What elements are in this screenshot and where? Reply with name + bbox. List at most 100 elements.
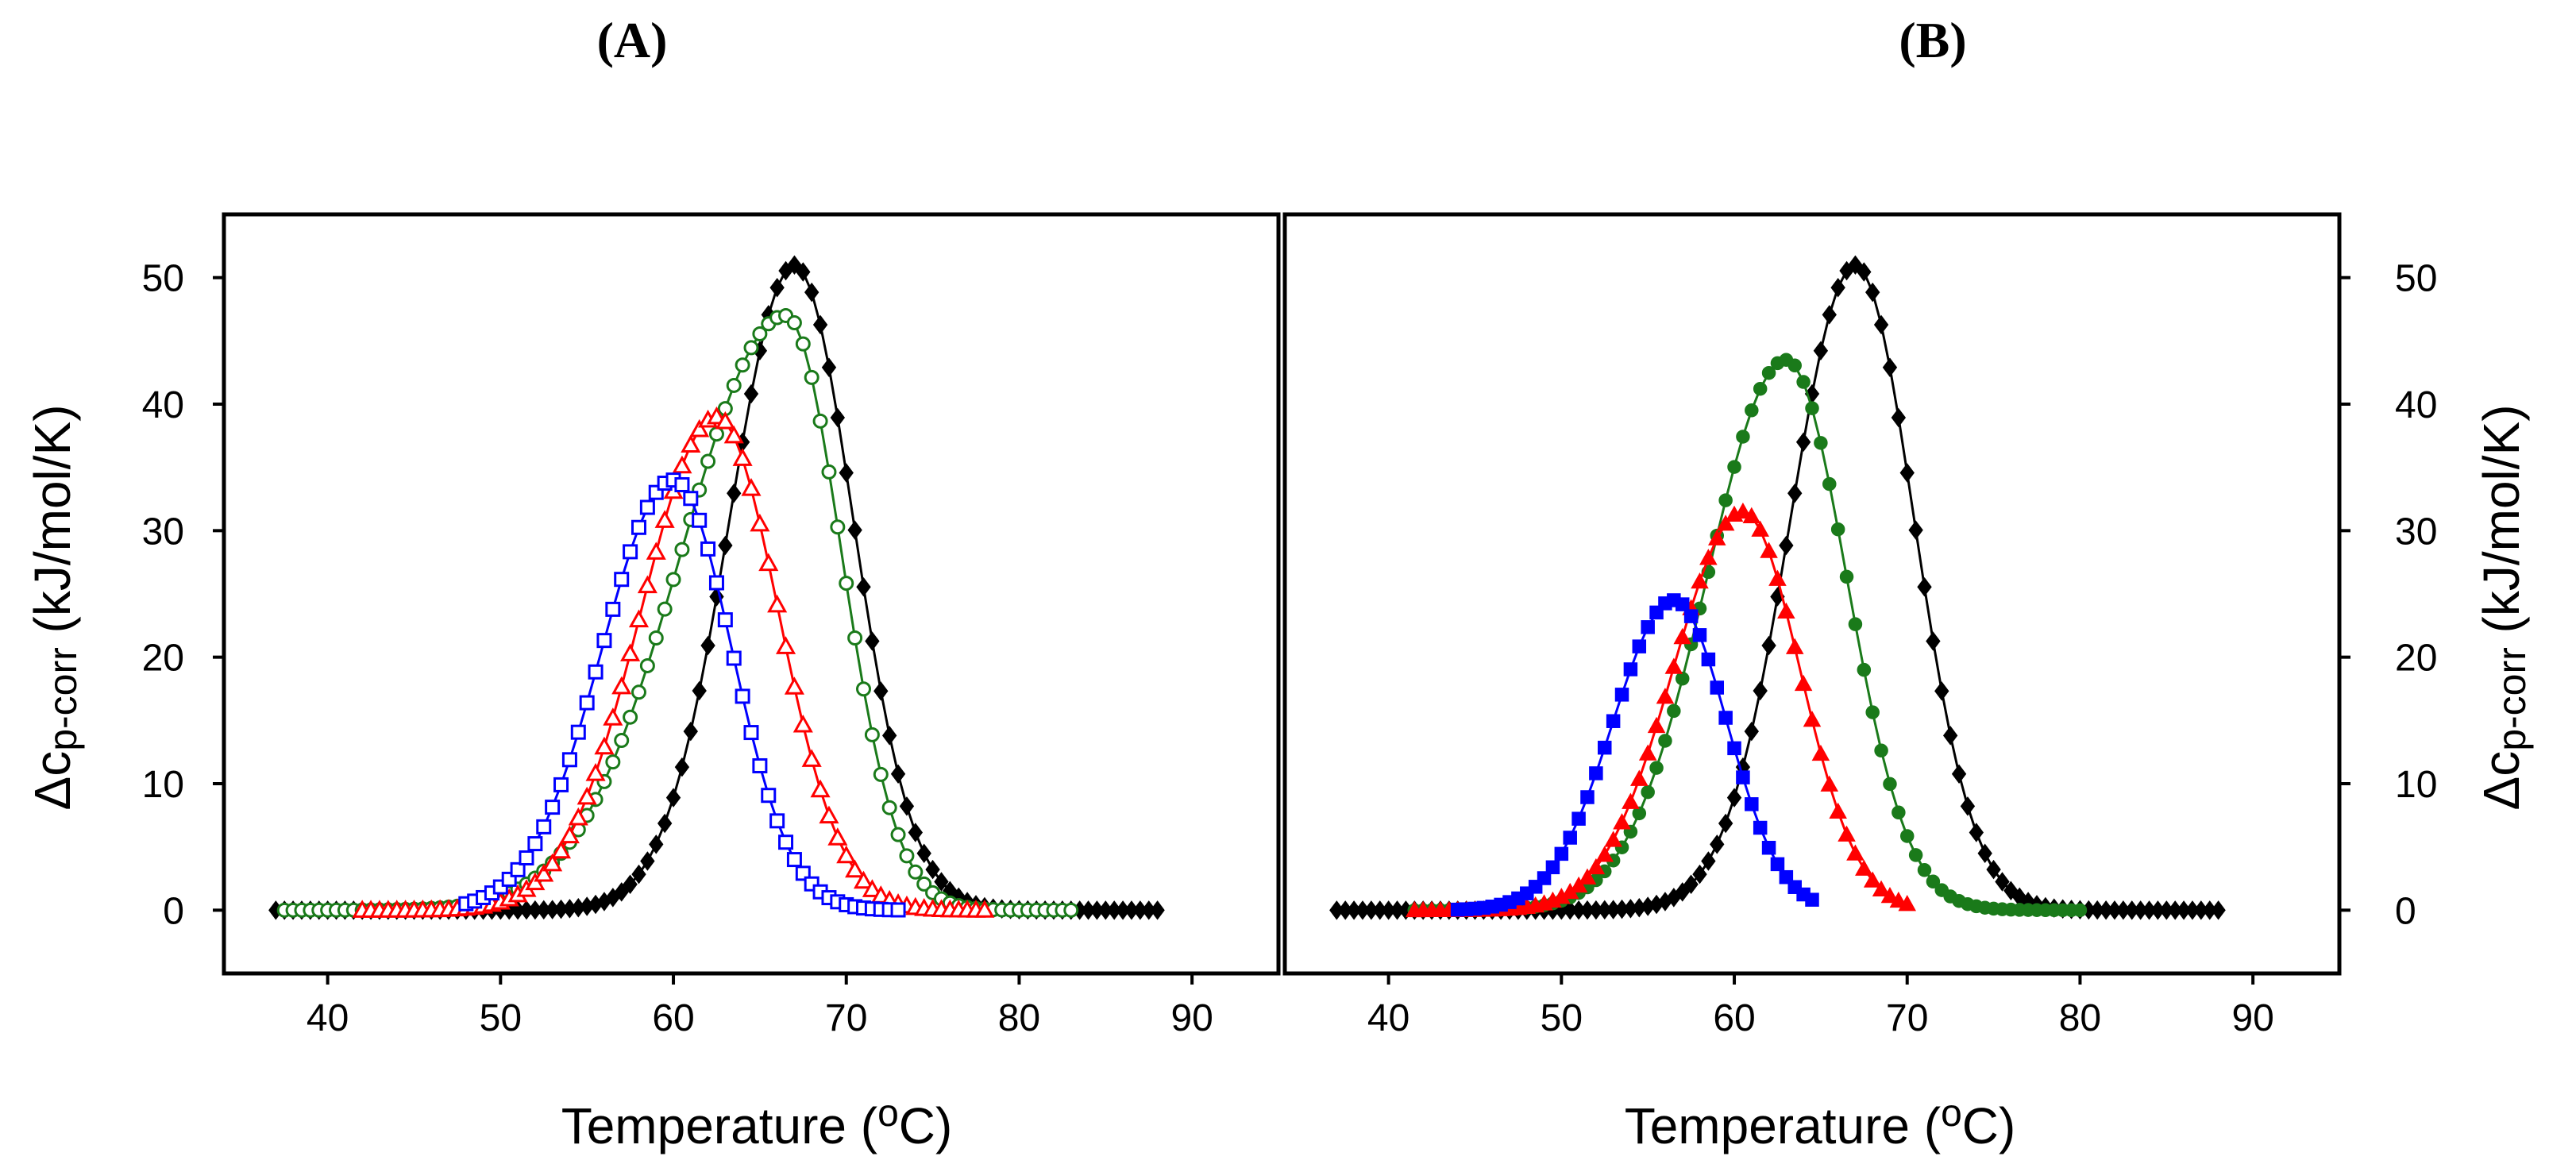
x-tick-label: 50 <box>480 997 522 1039</box>
data-point-green <box>1892 805 1906 820</box>
x-tick-label: 80 <box>998 997 1040 1039</box>
x-tick-label: 90 <box>2231 997 2273 1039</box>
y-axis-title-right: Δcp-corr (kJ/mol/K) <box>2473 404 2534 810</box>
data-point-green <box>1874 743 1888 758</box>
data-point-green <box>743 340 759 356</box>
data-point-blue <box>1736 770 1750 784</box>
data-point-green <box>648 630 664 646</box>
data-point-green <box>1917 863 1932 877</box>
data-point-green <box>1908 848 1923 862</box>
data-point-red <box>620 643 641 661</box>
data-point-red <box>1664 657 1683 674</box>
plot-area <box>1329 255 2226 920</box>
data-point-red <box>654 510 675 528</box>
data-point-red <box>1742 507 1761 523</box>
data-point-red <box>706 406 727 425</box>
data-point-green <box>1727 460 1741 474</box>
data-point-blue <box>1580 790 1595 804</box>
data-point-blue <box>692 512 708 528</box>
panel-a-plot: 40 50 60 70 80 90 0 10 20 30 40 50 <box>142 212 1281 1039</box>
panel-b-plot: 40 50 60 70 80 90 0 10 20 30 40 50 <box>1282 212 2437 1039</box>
data-point-red <box>534 863 554 882</box>
data-point-blue <box>614 572 630 588</box>
data-point-red <box>1622 792 1640 809</box>
data-point-blue <box>700 541 716 557</box>
data-point-black <box>631 864 646 885</box>
data-point-black <box>1960 796 1976 816</box>
data-point-red <box>1768 569 1787 586</box>
data-point-black <box>1753 680 1768 701</box>
data-point-red <box>1604 831 1622 847</box>
data-point-red <box>1673 627 1691 645</box>
data-point-red <box>845 859 866 878</box>
data-point-blue <box>769 813 785 829</box>
data-point-green <box>1667 703 1681 719</box>
data-point-black <box>1718 813 1733 834</box>
x-tick-label: 50 <box>1541 997 1583 1039</box>
data-point-red <box>758 553 779 572</box>
data-point-black <box>1779 535 1794 556</box>
data-point-green <box>1926 874 1941 889</box>
data-point-black <box>1882 357 1898 377</box>
data-point-black <box>925 859 940 880</box>
data-point-green <box>786 315 802 331</box>
data-point-blue <box>545 800 561 815</box>
y-tick-label: 10 <box>2395 764 2437 806</box>
data-point-blue <box>588 664 604 680</box>
data-point-red <box>1630 769 1649 786</box>
data-point-red <box>628 609 650 628</box>
data-point-green <box>1796 375 1811 389</box>
data-point-red <box>1855 859 1873 876</box>
data-point-red <box>1760 542 1778 558</box>
data-point-red <box>1613 813 1631 830</box>
data-point-black <box>769 277 785 298</box>
data-point-black <box>674 757 690 777</box>
data-point-blue <box>1641 620 1655 634</box>
data-point-green <box>873 766 889 782</box>
data-point-blue <box>1606 714 1621 728</box>
data-point-green <box>1822 476 1837 491</box>
data-point-blue <box>1537 871 1552 885</box>
data-point-black <box>890 764 906 784</box>
data-point-red <box>559 825 580 844</box>
data-point-blue <box>1692 628 1707 642</box>
data-point-green <box>1839 569 1854 584</box>
data-point-green <box>1632 806 1647 821</box>
data-point-blue <box>761 788 777 804</box>
data-point-green <box>1830 522 1845 537</box>
data-point-black <box>796 262 811 282</box>
data-point-black <box>665 788 681 807</box>
data-point-black <box>1865 282 1880 303</box>
data-point-black <box>1830 277 1845 298</box>
data-point-green <box>1063 902 1079 918</box>
data-point-red <box>1846 844 1865 861</box>
data-point-red <box>1716 515 1735 531</box>
data-point-green <box>1753 381 1768 396</box>
y-tick-label: 30 <box>142 511 184 553</box>
data-point-green <box>1865 705 1880 719</box>
data-point-blue <box>1563 831 1577 845</box>
plot-area <box>268 255 1165 920</box>
data-point-green <box>1761 365 1776 380</box>
data-point-red <box>585 762 606 781</box>
data-point-red <box>1751 520 1769 537</box>
y-tick-label: 20 <box>142 638 184 680</box>
data-point-black <box>1908 520 1923 540</box>
data-point-red <box>1647 716 1666 734</box>
data-point-red <box>827 827 848 846</box>
data-point-red <box>577 786 597 805</box>
data-point-blue <box>561 752 577 768</box>
data-point-red <box>1699 549 1718 565</box>
data-point-green <box>916 876 932 892</box>
x-tick-label: 70 <box>825 997 867 1039</box>
data-point-blue <box>1727 741 1741 756</box>
data-point-green <box>700 453 716 469</box>
x-axis-title-left: Temperature (oC) <box>561 1093 953 1154</box>
data-point-red <box>750 513 770 532</box>
data-point-blue <box>1589 766 1603 780</box>
data-point-black <box>1675 882 1690 902</box>
data-point-green <box>674 542 690 557</box>
data-point-blue <box>890 902 906 918</box>
data-point-green <box>864 727 880 742</box>
data-point-black <box>830 407 846 428</box>
